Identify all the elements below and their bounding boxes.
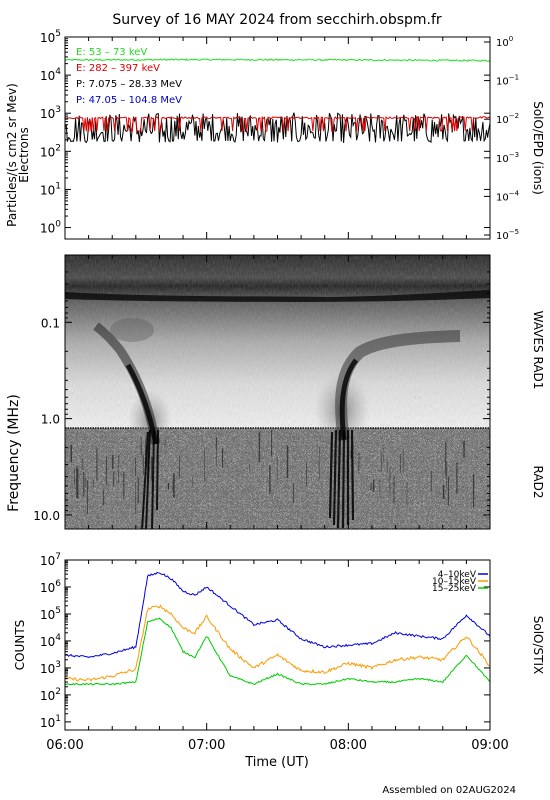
stix-10-15kev-line bbox=[65, 604, 490, 682]
waves-frequency-axis: 0.1 1.0 10.0 bbox=[33, 271, 490, 523]
legend-15-25kev: 15–25keV bbox=[432, 584, 477, 594]
waves-tick-label: 1.0 bbox=[41, 413, 60, 427]
epd-plot-area bbox=[65, 58, 490, 144]
epd-left-tick-label: 104 bbox=[40, 67, 61, 83]
epd-right-tick-label: 10−2 bbox=[496, 112, 519, 126]
epd-right-tick-label: 10−3 bbox=[496, 151, 519, 165]
waves-panel: 0.1 1.0 10.0 Frequency (MHz) WAVES RAD1 RA… bbox=[6, 254, 545, 530]
stix-left-tick-label: 104 bbox=[40, 633, 61, 649]
epd-left-tick-label: 102 bbox=[40, 143, 61, 159]
epd-left-tick-label: 101 bbox=[40, 181, 61, 197]
epd-left-tick-label: 105 bbox=[40, 29, 61, 45]
stix-left-tick-label: 102 bbox=[40, 687, 61, 703]
epd-left-axis: 100 101 102 103 104 105 bbox=[40, 29, 490, 236]
assembled-footer: Assembled on 02AUG2024 bbox=[382, 785, 516, 796]
legend-e-282-397: E: 282 – 397 keV bbox=[76, 63, 160, 74]
x-axis-label: Time (UT) bbox=[244, 755, 309, 770]
legend-4-10kev: 4–10keV bbox=[438, 570, 477, 580]
epd-left-tick-label: 100 bbox=[40, 220, 61, 236]
stix-time-ticks bbox=[64, 560, 491, 730]
waves-rad1-label: WAVES RAD1 bbox=[531, 311, 545, 390]
epd-right-tick-label: 10−4 bbox=[496, 189, 520, 203]
stix-frame bbox=[64, 559, 491, 731]
legend-10-15kev: 10–15keV bbox=[432, 577, 477, 587]
waves-time-ticks bbox=[64, 255, 491, 529]
rad1-dark-band bbox=[65, 290, 490, 302]
type-iii-burst-1 bbox=[93, 322, 172, 529]
legend-e-53-73: E: 53 – 73 keV bbox=[76, 47, 147, 58]
waves-spectrum bbox=[65, 255, 490, 529]
stix-4-10kev-line bbox=[65, 571, 490, 658]
epd-right-tick-label: 10−5 bbox=[496, 228, 519, 242]
epd-left-tick-label: 103 bbox=[40, 105, 61, 121]
stix-right-label: SolO/STIX bbox=[531, 616, 545, 675]
epd-right-tick-label: 10−1 bbox=[496, 74, 519, 88]
waves-tick-label: 10.0 bbox=[33, 509, 60, 523]
epd-electron-53-73-line bbox=[65, 58, 490, 62]
rad1-patch bbox=[110, 318, 154, 342]
epd-time-ticks bbox=[64, 37, 491, 239]
legend-p-47-104: P: 47.05 – 104.8 MeV bbox=[76, 95, 182, 106]
waves-tick-label: 0.1 bbox=[41, 316, 60, 330]
epd-right-label: SolO/EPD (ions) bbox=[531, 101, 545, 195]
stix-left-tick-label: 107 bbox=[40, 552, 61, 568]
figure-title: Survey of 16 MAY 2024 from secchirh.obsp… bbox=[112, 12, 442, 28]
epd-legend: E: 53 – 73 keV E: 282 – 397 keV P: 7.075… bbox=[76, 47, 182, 106]
stix-15-25kev-line bbox=[65, 617, 490, 686]
stix-panel: 101 102 103 104 105 106 107 4–10keV 10–15keV 1… bbox=[13, 552, 545, 731]
x-tick-0700: 07:00 bbox=[188, 738, 225, 753]
x-tick-0600: 06:00 bbox=[46, 738, 83, 753]
x-tick-0900: 09:00 bbox=[471, 738, 508, 753]
stix-left-tick-label: 106 bbox=[40, 579, 61, 595]
x-tick-0800: 08:00 bbox=[330, 738, 367, 753]
stix-legend: 4–10keV 10–15keV 15–25keV bbox=[432, 570, 488, 594]
epd-right-tick-label: 100 bbox=[496, 35, 513, 49]
stix-left-tick-label: 101 bbox=[40, 714, 61, 730]
stix-counts-axis: 101 102 103 104 105 106 107 bbox=[40, 552, 490, 730]
epd-electron-282-397-line bbox=[65, 115, 490, 132]
legend-p-7-28: P: 7.075 – 28.33 MeV bbox=[76, 79, 182, 90]
epd-y-label-electrons: Electrons bbox=[17, 127, 31, 182]
waves-rad2-label: RAD2 bbox=[531, 466, 545, 499]
waves-y-label: Frequency (MHz) bbox=[6, 394, 22, 512]
epd-y-label: Particles/(s cm2 sr Mev) bbox=[5, 83, 19, 227]
epd-right-axis: 10−5 10−4 10−3 10−2 10−1 100 bbox=[484, 35, 520, 242]
stix-y-label: COUNTS bbox=[13, 620, 27, 671]
type-iii-burst-2 bbox=[314, 330, 461, 529]
stix-left-tick-label: 103 bbox=[40, 660, 61, 676]
stix-left-tick-label: 105 bbox=[40, 606, 61, 622]
stix-plot-area bbox=[65, 571, 490, 686]
